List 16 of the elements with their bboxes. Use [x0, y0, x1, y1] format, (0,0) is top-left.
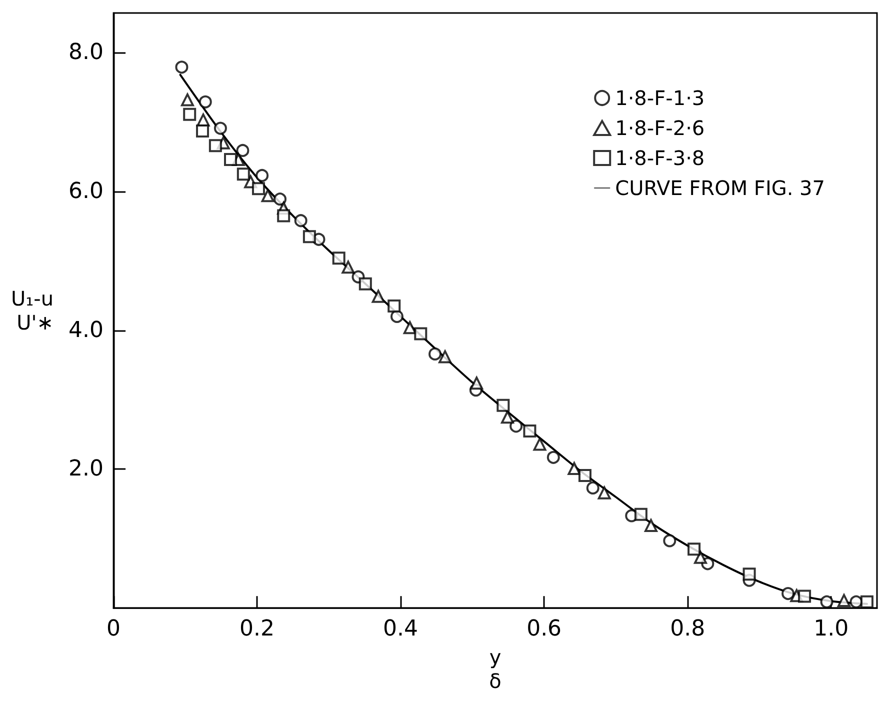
y-axis-title: U₁-u U'∗	[10, 286, 54, 335]
y-tick-label: 6.0	[68, 178, 104, 204]
legend-label: 1·8-F-2·6	[615, 116, 705, 140]
y-tick-label: 2.0	[68, 456, 104, 482]
legend-label: 1·8-F-3·8	[615, 146, 705, 170]
x-tick-label: 0	[106, 616, 121, 642]
x-tick-label: 0.8	[670, 616, 706, 642]
x-axis-title: y δ	[489, 645, 502, 693]
legend-label: 1·8-F-1·3	[615, 86, 705, 110]
x-tick-label: 0.4	[383, 616, 418, 642]
x-tick-label: 0.2	[240, 616, 275, 642]
legend-label: CURVE FROM FIG. 37	[615, 176, 826, 200]
y-tick-label: 8.0	[68, 40, 104, 66]
x-tick-label: 0.6	[526, 616, 562, 642]
y-tick-label: 4.0	[68, 318, 104, 343]
x-tick-label: 1.0	[814, 616, 849, 642]
